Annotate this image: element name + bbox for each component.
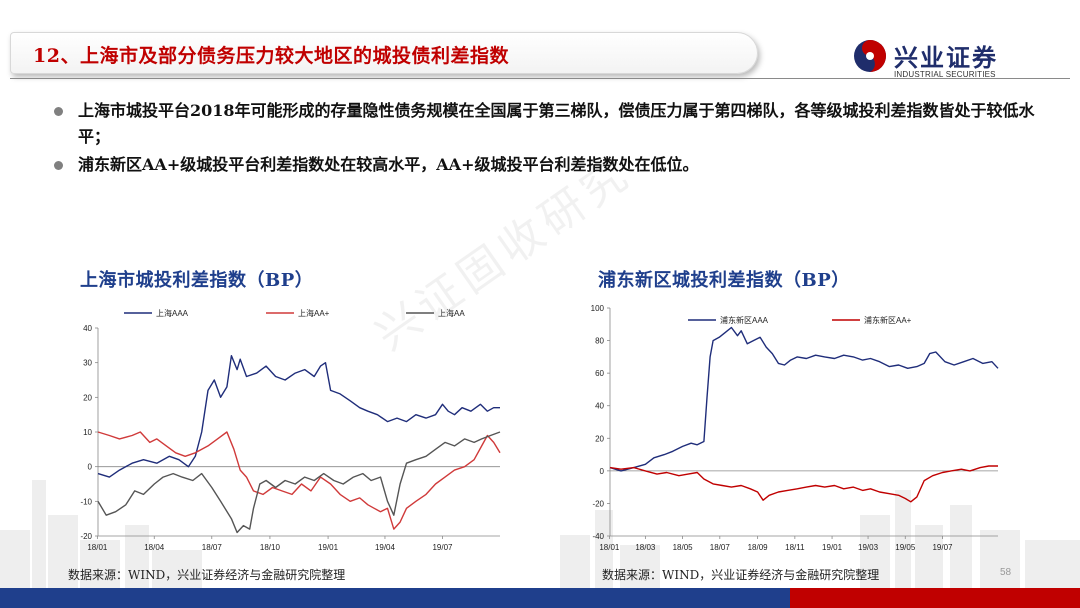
- logo-mark-icon: [854, 40, 886, 72]
- bullet-text: 浦东新区AA+级城投平台利差指数处在较高水平，AA+级城投平台利差指数处在低位。: [78, 155, 699, 174]
- x-tick-label: 19/07: [932, 543, 953, 552]
- x-tick-label: 18/07: [710, 543, 731, 552]
- x-tick-label: 18/01: [87, 543, 108, 552]
- legend-label: 上海AA: [438, 308, 465, 318]
- x-tick-label: 19/07: [432, 543, 453, 552]
- series-line-1: [609, 326, 999, 472]
- slide-title-bar: 12、上海市及部分债务压力较大地区的城投债利差指数: [10, 32, 758, 74]
- x-tick-label: 19/03: [858, 543, 879, 552]
- chart-shanghai: -20 -10 0 10 20 30 40 18/01 18/04 18/07 18/10 19/01…: [80, 308, 501, 552]
- series-line-1: [97, 355, 500, 478]
- series-line-2: [97, 431, 501, 530]
- y-tick-label: 30: [83, 359, 92, 368]
- bullet-item-2: 浦东新区AA+级城投平台利差指数处在较高水平，AA+级城投平台利差指数处在低位。: [54, 152, 1046, 178]
- y-tick-label: 40: [595, 402, 604, 411]
- y-tick-label: -20: [592, 499, 604, 508]
- source-note-right: 数据来源：WIND，兴业证券经济与金融研究院整理: [602, 568, 880, 582]
- y-tick-label: 60: [595, 369, 604, 378]
- legend-label: 上海AA+: [298, 308, 330, 318]
- x-tick-label: 18/11: [785, 543, 805, 552]
- y-tick-label: 10: [83, 428, 92, 437]
- slide-title: 12、上海市及部分债务压力较大地区的城投债利差指数: [33, 45, 509, 67]
- y-tick-label: -10: [80, 497, 92, 506]
- legend-label: 浦东新区AAA: [720, 315, 769, 325]
- chart-title-shanghai: 上海市城投利差指数（BP）: [80, 270, 314, 291]
- x-tick-label: 18/05: [673, 543, 694, 552]
- x-tick-label: 18/04: [144, 543, 165, 552]
- company-logo: 兴业证券 INDUSTRIAL SECURITIES: [852, 36, 1032, 86]
- logo-text-en: INDUSTRIAL SECURITIES: [894, 70, 996, 79]
- chart-title-pudong: 浦东新区城投利差指数（BP）: [598, 270, 850, 291]
- y-tick-label: 20: [83, 393, 92, 402]
- footer-bar-red: [790, 588, 1080, 608]
- bullet-item-1: 上海市城投平台2018年可能形成的存量隐性债务规模在全国属于第三梯队，偿债压力属…: [54, 98, 1046, 150]
- x-tick-label: 18/07: [202, 543, 223, 552]
- header-divider: [10, 78, 1070, 79]
- y-tick-label: 100: [591, 304, 605, 313]
- footer-bar-blue: [0, 588, 790, 608]
- x-tick-label: 19/01: [318, 543, 339, 552]
- x-tick-label: 18/09: [748, 543, 769, 552]
- y-tick-label: -40: [592, 532, 604, 541]
- x-tick-label: 19/01: [822, 543, 843, 552]
- y-tick-label: 80: [595, 337, 604, 346]
- bullet-dot-icon: [54, 161, 63, 170]
- bullet-dot-icon: [54, 107, 63, 116]
- bullet-text: 上海市城投平台2018年可能形成的存量隐性债务规模在全国属于第三梯队，偿债压力属…: [78, 101, 1035, 146]
- y-tick-label: 20: [595, 434, 604, 443]
- source-note-left: 数据来源：WIND，兴业证券经济与金融研究院整理: [68, 568, 346, 582]
- x-tick-label: 18/01: [599, 543, 620, 552]
- y-tick-label: 0: [600, 467, 605, 476]
- x-tick-label: 18/10: [260, 543, 281, 552]
- logo-text-cn: 兴业证券: [894, 44, 998, 72]
- series-line-3: [97, 431, 501, 534]
- y-tick-label: 0: [88, 463, 93, 472]
- y-tick-label: 40: [83, 324, 92, 333]
- legend-label: 上海AAA: [156, 308, 189, 318]
- x-tick-label: 19/05: [895, 543, 916, 552]
- y-tick-label: -20: [80, 532, 92, 541]
- legend-label: 浦东新区AA+: [864, 315, 912, 325]
- skyline-background: [0, 480, 1080, 590]
- x-tick-label: 18/03: [635, 543, 656, 552]
- x-tick-label: 19/04: [375, 543, 396, 552]
- chart-pudong: -40 -20 0 20 40 60 80 100 18/01 18/03 18/05 18/07 18…: [591, 304, 999, 552]
- series-line-2: [609, 465, 998, 503]
- page-number: 58: [1000, 567, 1012, 578]
